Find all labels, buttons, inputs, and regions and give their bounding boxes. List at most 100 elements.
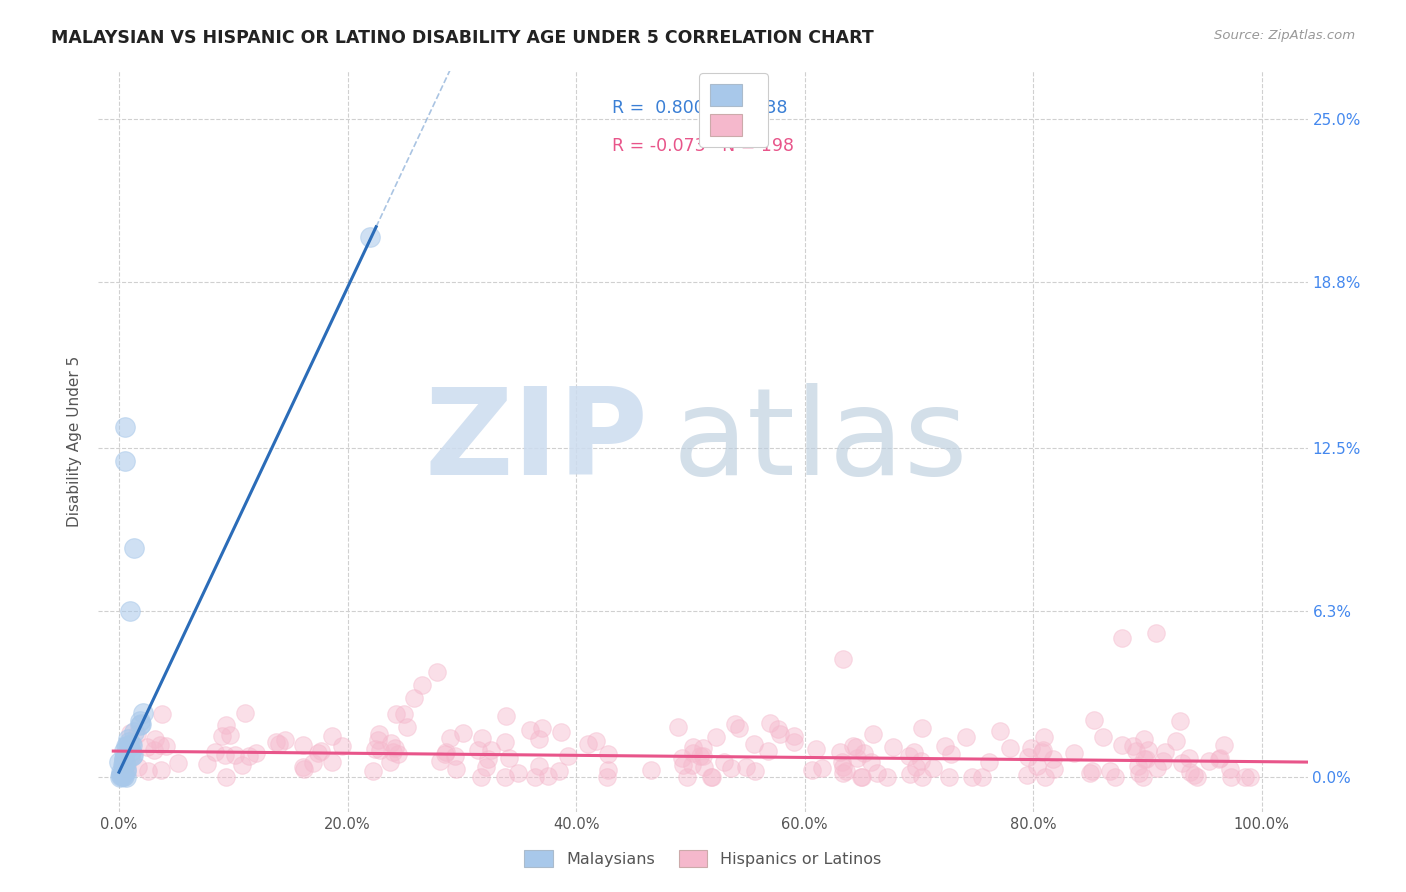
Point xyxy=(903,745,925,759)
Point xyxy=(470,771,492,785)
Point xyxy=(215,718,238,732)
Point xyxy=(700,771,723,785)
Point xyxy=(911,771,934,785)
Point xyxy=(910,754,932,768)
Point xyxy=(1043,762,1066,776)
Point xyxy=(114,454,136,468)
Point xyxy=(742,738,765,752)
Point xyxy=(1198,754,1220,768)
Point xyxy=(121,738,143,752)
Point xyxy=(311,744,333,758)
Point xyxy=(112,752,135,766)
Point xyxy=(110,769,132,783)
Point xyxy=(531,721,554,735)
Point xyxy=(728,721,751,735)
Point xyxy=(713,756,735,770)
Point xyxy=(1122,739,1144,753)
Point xyxy=(273,733,295,747)
Text: R =  0.800   N =  38: R = 0.800 N = 38 xyxy=(613,100,787,118)
Point xyxy=(115,771,138,785)
Point xyxy=(114,750,136,764)
Point xyxy=(1239,771,1261,785)
Point xyxy=(495,709,517,723)
Point xyxy=(692,748,714,763)
Point xyxy=(301,756,323,770)
Point xyxy=(367,732,389,747)
Point xyxy=(1182,768,1205,782)
Point xyxy=(706,730,728,744)
Point xyxy=(370,743,392,757)
Point xyxy=(1212,738,1234,752)
Point xyxy=(112,758,135,772)
Point xyxy=(1185,771,1208,785)
Point xyxy=(443,749,465,764)
Point xyxy=(1208,752,1230,766)
Point xyxy=(851,771,873,785)
Point xyxy=(783,735,806,749)
Point xyxy=(831,755,853,769)
Point xyxy=(1146,761,1168,775)
Point xyxy=(307,747,329,761)
Point xyxy=(550,724,572,739)
Point xyxy=(436,745,458,759)
Point xyxy=(292,760,315,774)
Point xyxy=(115,739,138,753)
Point xyxy=(321,730,343,744)
Point xyxy=(124,725,146,739)
Point xyxy=(596,747,619,762)
Point xyxy=(1133,752,1156,766)
Point xyxy=(537,769,560,783)
Text: ZIP: ZIP xyxy=(425,383,648,500)
Point xyxy=(835,764,858,779)
Point xyxy=(120,605,142,619)
Point xyxy=(395,720,418,734)
Point xyxy=(842,739,865,754)
Point xyxy=(444,762,467,776)
Point xyxy=(429,755,451,769)
Point xyxy=(1017,768,1039,782)
Point xyxy=(1164,733,1187,747)
Point xyxy=(876,771,898,785)
Point xyxy=(166,756,188,770)
Point xyxy=(666,720,689,734)
Point xyxy=(1033,771,1056,785)
Point xyxy=(127,759,149,773)
Point xyxy=(1132,771,1154,785)
Point xyxy=(122,541,145,556)
Point xyxy=(114,756,136,771)
Point xyxy=(1098,764,1121,779)
Point xyxy=(402,691,425,706)
Point xyxy=(596,771,619,785)
Point xyxy=(108,771,131,785)
Point xyxy=(245,747,267,761)
Point xyxy=(143,731,166,746)
Point xyxy=(1111,738,1133,752)
Point xyxy=(150,706,173,721)
Point xyxy=(204,745,226,759)
Point xyxy=(387,747,409,761)
Point xyxy=(759,715,782,730)
Point xyxy=(811,761,834,775)
Point xyxy=(110,765,132,780)
Text: MALAYSIAN VS HISPANIC OR LATINO DISABILITY AGE UNDER 5 CORRELATION CHART: MALAYSIAN VS HISPANIC OR LATINO DISABILI… xyxy=(51,29,873,46)
Point xyxy=(108,755,131,769)
Point xyxy=(128,714,150,729)
Point xyxy=(112,744,135,758)
Point xyxy=(1031,745,1053,759)
Point xyxy=(1125,744,1147,758)
Point xyxy=(523,771,546,785)
Point xyxy=(121,748,143,763)
Point xyxy=(392,707,415,722)
Point xyxy=(859,755,882,769)
Point xyxy=(155,739,177,753)
Point xyxy=(219,728,242,742)
Point xyxy=(692,741,714,756)
Point xyxy=(1026,758,1049,772)
Point xyxy=(801,763,824,777)
Point xyxy=(1032,743,1054,757)
Point xyxy=(471,731,494,745)
Point xyxy=(1000,740,1022,755)
Point xyxy=(215,771,238,785)
Point xyxy=(548,764,571,778)
Point xyxy=(922,761,945,775)
